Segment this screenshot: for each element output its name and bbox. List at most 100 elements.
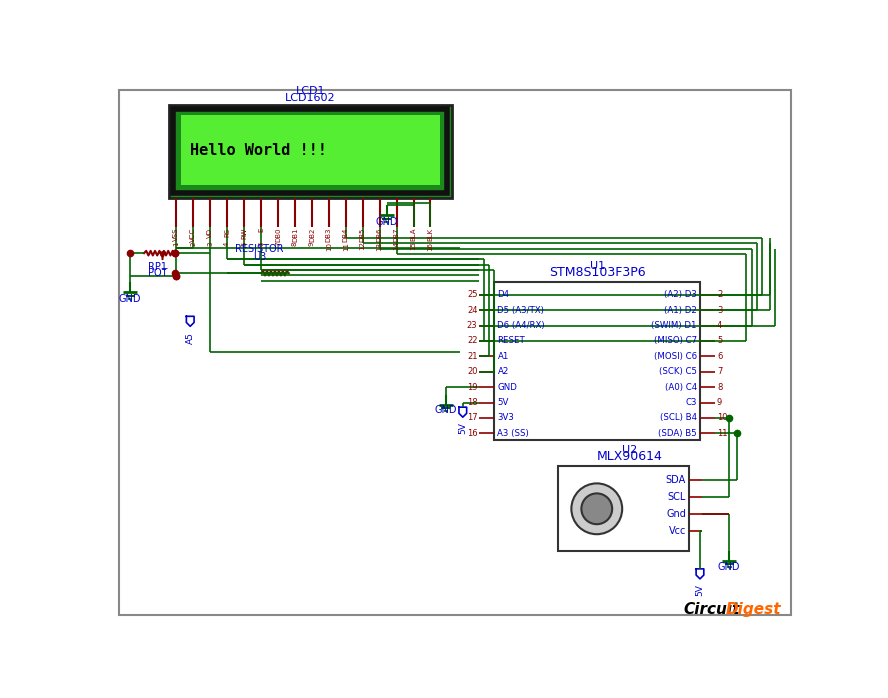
Bar [559, 466, 689, 551]
Text: 11: 11 [717, 429, 727, 438]
Text: U2: U2 [622, 445, 638, 454]
Text: 8: 8 [717, 383, 722, 392]
Text: E: E [258, 228, 264, 232]
Circle shape [571, 484, 622, 534]
Text: 12: 12 [360, 242, 366, 251]
Text: A3 (SS): A3 (SS) [497, 429, 529, 438]
Text: 2: 2 [190, 242, 196, 246]
Text: 10: 10 [326, 242, 332, 251]
Text: (SCK) C5: (SCK) C5 [659, 367, 697, 376]
Text: 17: 17 [467, 413, 478, 422]
Text: 5V: 5V [458, 422, 467, 434]
Text: 9: 9 [717, 398, 722, 407]
Text: 13: 13 [377, 242, 383, 251]
Text: RW: RW [242, 228, 247, 239]
Text: 25: 25 [467, 290, 478, 299]
Text: 1: 1 [173, 242, 179, 246]
Text: BLK: BLK [427, 228, 433, 241]
Text: D5 (A3/TX): D5 (A3/TX) [497, 306, 544, 315]
Text: 19: 19 [467, 383, 478, 392]
Text: DB6: DB6 [377, 228, 383, 242]
Text: BLA: BLA [410, 228, 416, 242]
Text: 2: 2 [717, 290, 722, 299]
Text: (MOSI) C6: (MOSI) C6 [654, 352, 697, 361]
Text: 6: 6 [717, 352, 722, 361]
Text: 7: 7 [275, 242, 281, 246]
Text: 23: 23 [467, 321, 478, 330]
Text: 18: 18 [467, 398, 478, 407]
Text: Circuit: Circuit [683, 602, 740, 617]
Text: (A0) C4: (A0) C4 [664, 383, 697, 392]
Text: DB3: DB3 [326, 228, 332, 242]
Text: 3: 3 [717, 306, 722, 315]
Text: (SWIM) D1: (SWIM) D1 [652, 321, 697, 330]
Text: LCD1602: LCD1602 [285, 94, 336, 103]
Text: D6 (A4/RX): D6 (A4/RX) [497, 321, 545, 330]
Bar [495, 283, 700, 440]
Text: GND: GND [718, 563, 741, 572]
Text: U1: U1 [590, 260, 605, 271]
Text: VCC: VCC [190, 228, 196, 242]
Text: 8: 8 [292, 242, 298, 246]
Text: 21: 21 [467, 352, 478, 361]
Text: (A1) D2: (A1) D2 [664, 306, 697, 315]
Text: 9: 9 [309, 242, 315, 246]
Text: 10: 10 [717, 413, 727, 422]
Text: RESISTOR: RESISTOR [235, 244, 284, 253]
Text: DB7: DB7 [393, 228, 400, 242]
Text: (MISO) C7: (MISO) C7 [654, 336, 697, 346]
Text: RESET: RESET [497, 336, 525, 346]
Text: SCL: SCL [668, 492, 686, 503]
Text: 5: 5 [717, 336, 722, 346]
Circle shape [582, 493, 612, 524]
Text: POT: POT [148, 268, 168, 279]
Text: 16: 16 [467, 429, 478, 438]
Text: 20: 20 [467, 367, 478, 376]
Text: A5: A5 [186, 332, 194, 343]
Text: (SCL) B4: (SCL) B4 [660, 413, 697, 422]
Text: 5V: 5V [497, 398, 509, 407]
Text: SDA: SDA [666, 475, 686, 485]
Text: 5: 5 [242, 242, 247, 246]
Text: 3: 3 [207, 242, 213, 246]
Text: MLX90614: MLX90614 [597, 450, 662, 463]
Text: 3V3: 3V3 [497, 413, 514, 422]
Text: VO: VO [207, 228, 213, 238]
Text: GND: GND [497, 383, 518, 392]
Text: 14: 14 [393, 242, 400, 251]
Text: U3: U3 [253, 252, 266, 262]
Text: VSS: VSS [173, 228, 179, 242]
Text: Gnd: Gnd [666, 509, 686, 519]
Text: 16: 16 [427, 242, 433, 251]
Text: DB1: DB1 [292, 228, 298, 242]
Text: Vcc: Vcc [669, 526, 686, 536]
Text: (SDA) B5: (SDA) B5 [658, 429, 697, 438]
Text: DB2: DB2 [309, 228, 315, 242]
Text: DB4: DB4 [343, 228, 349, 242]
Bar [173, 109, 448, 193]
Text: DB5: DB5 [360, 228, 366, 242]
Text: 24: 24 [467, 306, 478, 315]
Text: 22: 22 [467, 336, 478, 346]
Text: STM8S103F3P6: STM8S103F3P6 [549, 266, 646, 279]
Text: GND: GND [119, 294, 141, 304]
Text: 11: 11 [343, 242, 349, 251]
Text: (A2) D3: (A2) D3 [664, 290, 697, 299]
Text: D4: D4 [497, 290, 510, 299]
Text: Digest: Digest [725, 602, 781, 617]
Text: A1: A1 [497, 352, 509, 361]
Text: 4: 4 [717, 321, 722, 330]
Text: Hello World !!!: Hello World !!! [190, 143, 327, 158]
Text: A2: A2 [497, 367, 509, 376]
Text: DB0: DB0 [275, 228, 281, 242]
Text: RS: RS [224, 228, 230, 237]
Text: 6: 6 [258, 242, 264, 246]
Text: GND: GND [434, 406, 457, 415]
Bar [169, 105, 452, 198]
Bar [181, 115, 440, 186]
Text: LCD1: LCD1 [296, 86, 325, 96]
Text: 4: 4 [224, 242, 230, 246]
Text: 7: 7 [717, 367, 722, 376]
Text: C3: C3 [686, 398, 697, 407]
Text: 5V: 5V [695, 584, 704, 596]
